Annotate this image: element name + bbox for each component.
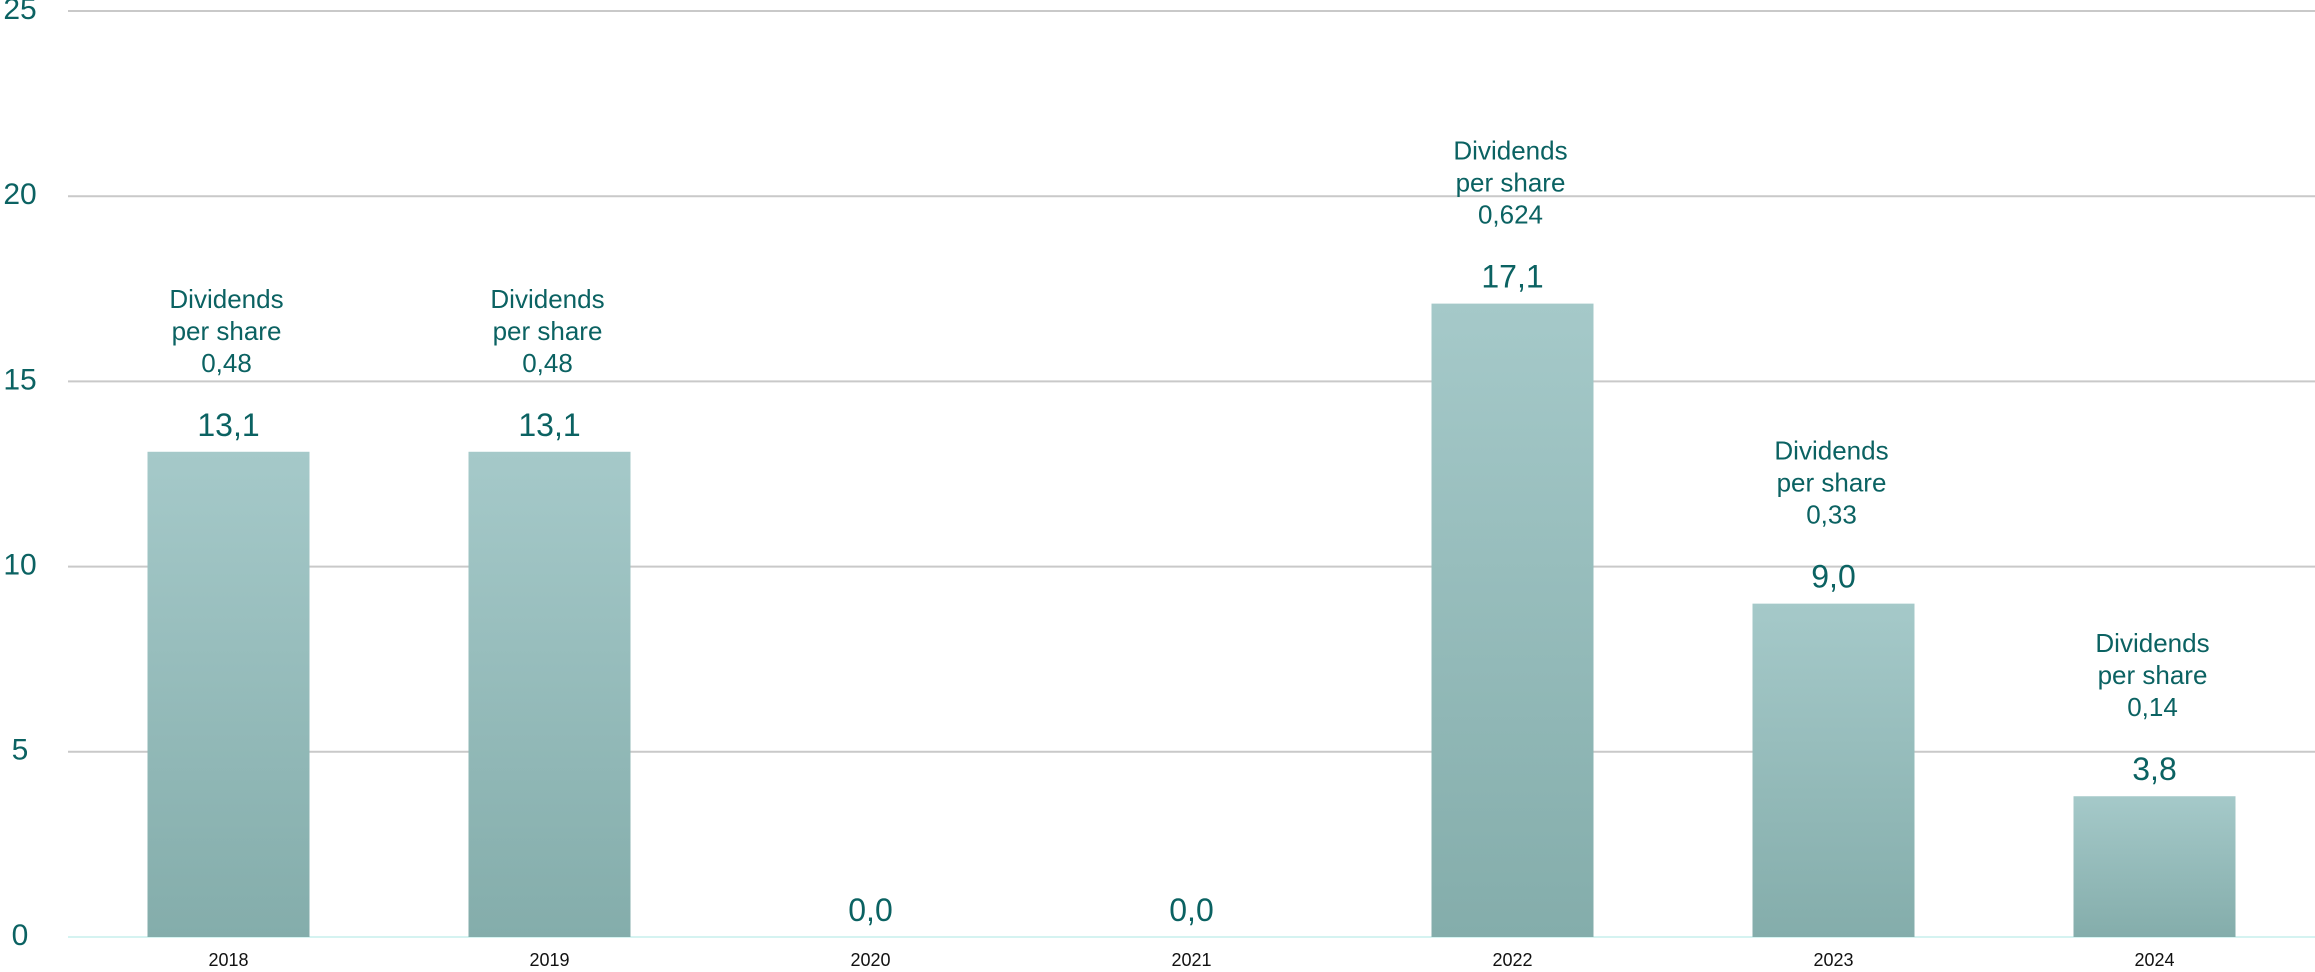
x-tick-label: 2020 xyxy=(850,950,890,970)
bar-2022 xyxy=(1431,303,1594,938)
annotation-line: 0,33 xyxy=(1806,500,1857,530)
annotation-line: Dividends xyxy=(2095,628,2209,658)
x-tick-label: 2021 xyxy=(1171,950,1211,970)
annotation-2023: Dividends per share 0,33 xyxy=(1774,436,1888,530)
annotation-line: per share xyxy=(172,316,282,346)
value-label-2024: 3,8 xyxy=(2132,751,2176,787)
bar-2023 xyxy=(1752,603,1915,937)
annotation-line: 0,624 xyxy=(1478,200,1543,230)
y-tick-label: 0 xyxy=(12,919,29,952)
annotation-line: per share xyxy=(1456,168,1566,198)
annotation-line: 0,48 xyxy=(201,348,252,378)
annotation-2019: Dividends per share 0,48 xyxy=(490,284,604,378)
annotation-line: per share xyxy=(2098,660,2208,690)
x-tick-label: 2022 xyxy=(1492,950,1532,970)
x-tick-label: 2024 xyxy=(2134,950,2174,970)
x-axis-ticks: 2018 2019 2020 2021 2022 2023 2024 xyxy=(208,950,2174,970)
y-axis-ticks: 0 5 10 15 20 25 xyxy=(3,0,36,952)
annotation-2024: Dividends per share 0,14 xyxy=(2095,628,2209,722)
value-labels: 13,1 13,1 0,0 0,0 17,1 9,0 3,8 xyxy=(197,259,2176,928)
annotation-line: 0,14 xyxy=(2127,692,2178,722)
value-label-2023: 9,0 xyxy=(1811,559,1855,595)
bar-2024 xyxy=(2073,796,2236,937)
value-label-2019: 13,1 xyxy=(518,407,580,443)
x-tick-label: 2019 xyxy=(529,950,569,970)
annotation-line: per share xyxy=(493,316,603,346)
x-tick-label: 2023 xyxy=(1813,950,1853,970)
y-tick-label: 25 xyxy=(3,0,36,26)
y-tick-label: 15 xyxy=(3,363,36,396)
annotation-line: 0,48 xyxy=(522,348,573,378)
annotation-2018: Dividends per share 0,48 xyxy=(169,284,283,378)
annotation-line: Dividends xyxy=(169,284,283,314)
bar-2019 xyxy=(468,451,631,937)
x-tick-label: 2018 xyxy=(208,950,248,970)
bar-2018 xyxy=(147,451,310,937)
y-tick-label: 10 xyxy=(3,549,36,582)
annotation-line: Dividends xyxy=(490,284,604,314)
value-label-2018: 13,1 xyxy=(197,407,259,443)
gridlines xyxy=(68,10,2315,938)
y-tick-label: 5 xyxy=(12,734,29,767)
annotation-line: Dividends xyxy=(1453,136,1567,166)
annotation-line: per share xyxy=(1777,468,1887,498)
y-tick-label: 20 xyxy=(3,178,36,211)
value-label-2020: 0,0 xyxy=(848,892,892,928)
bars xyxy=(147,303,2236,938)
annotation-2022: Dividends per share 0,624 xyxy=(1453,136,1567,230)
value-label-2021: 0,0 xyxy=(1169,892,1213,928)
annotation-line: Dividends xyxy=(1774,436,1888,466)
value-label-2022: 17,1 xyxy=(1481,259,1543,295)
